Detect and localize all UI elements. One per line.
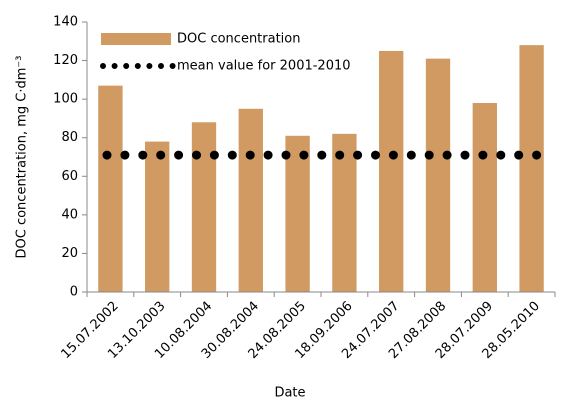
bar xyxy=(472,103,497,292)
bar xyxy=(285,135,310,292)
y-tick-label: 100 xyxy=(53,92,78,107)
bar xyxy=(425,58,451,293)
legend-swatch xyxy=(101,33,171,45)
bar xyxy=(191,122,217,293)
x-axis-title: Date xyxy=(274,386,305,401)
y-tick-label: 0 xyxy=(70,285,78,300)
y-axis-title: DOC concentration, mg C·dm⁻³ xyxy=(15,56,30,259)
bar xyxy=(145,141,170,292)
y-tick-label: 140 xyxy=(53,15,78,30)
bar xyxy=(332,133,357,292)
y-tick-label: 120 xyxy=(53,53,78,68)
y-tick-label: 60 xyxy=(61,169,78,184)
y-tick-label: 20 xyxy=(61,246,78,261)
legend-label: DOC concentration xyxy=(177,32,301,47)
bar xyxy=(379,50,404,292)
bar xyxy=(519,45,544,293)
bar xyxy=(238,108,263,293)
y-tick-label: 40 xyxy=(61,207,78,222)
y-tick-label: 80 xyxy=(61,130,78,145)
bar xyxy=(98,85,123,293)
legend-label: mean value for 2001-2010 xyxy=(177,59,351,74)
